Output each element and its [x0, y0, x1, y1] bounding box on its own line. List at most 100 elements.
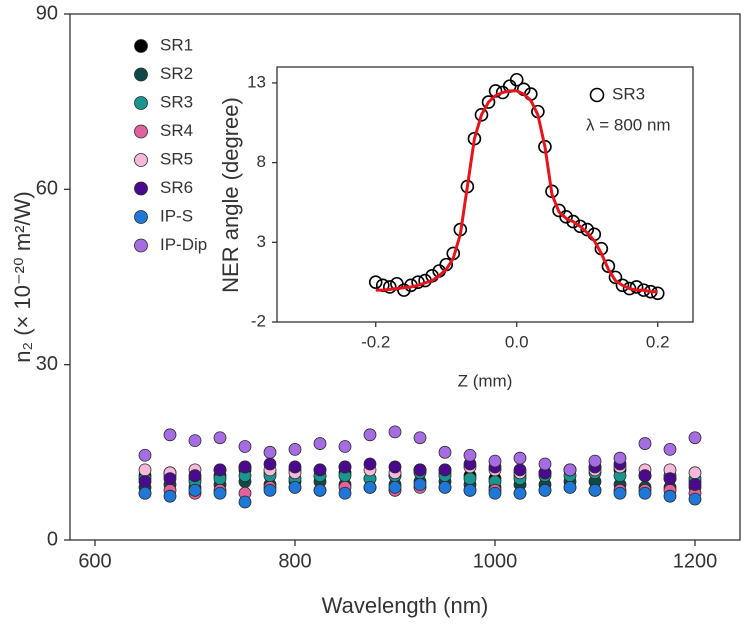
data-point	[238, 495, 252, 509]
data-point	[338, 440, 352, 453]
data-point	[663, 489, 677, 503]
data-point	[488, 454, 502, 468]
data-point	[368, 275, 383, 289]
y-tick-label: -2	[251, 311, 266, 330]
data-point	[538, 483, 552, 497]
legend-label: SR3	[612, 84, 645, 103]
data-point	[580, 222, 595, 237]
data-point	[488, 486, 502, 500]
data-point	[238, 440, 252, 453]
data-point	[363, 457, 377, 471]
annotation: λ = 800 nm	[586, 115, 671, 134]
data-point	[338, 486, 352, 500]
data-point	[573, 219, 587, 234]
x-tick-label: 800	[278, 550, 311, 572]
data-point	[188, 483, 202, 497]
data-point	[163, 472, 177, 486]
y-tick-label: 0	[47, 528, 58, 550]
data-point	[588, 483, 602, 497]
data-point	[688, 492, 702, 506]
data-point	[608, 270, 623, 285]
inset-y-label: NER angle (degree)	[218, 97, 243, 293]
data-point	[463, 483, 477, 497]
data-point	[188, 469, 202, 483]
data-point	[513, 451, 527, 465]
data-point	[138, 448, 152, 462]
data-point	[613, 451, 627, 465]
y-axis-label: n₂ (× 10⁻²⁰ m²/W)	[10, 191, 35, 362]
data-point	[513, 486, 527, 500]
data-point	[613, 486, 627, 500]
data-point	[463, 448, 477, 462]
legend-marker	[134, 153, 148, 167]
data-point	[313, 437, 327, 450]
data-point	[188, 434, 202, 448]
data-point	[538, 457, 552, 471]
data-point	[397, 283, 411, 297]
y-tick-label: 30	[36, 353, 58, 375]
data-point	[213, 486, 227, 500]
data-point	[638, 437, 652, 450]
data-point	[663, 472, 677, 486]
data-point	[263, 445, 277, 459]
x-tick-label: 0.0	[505, 332, 529, 351]
data-point	[638, 486, 652, 500]
data-point	[481, 95, 496, 109]
data-point	[438, 445, 452, 459]
data-point	[563, 480, 577, 494]
legend-label: SR2	[160, 64, 193, 83]
data-point	[588, 454, 602, 468]
data-point	[238, 460, 252, 474]
legend-marker	[134, 181, 148, 196]
data-point	[438, 463, 452, 477]
legend-label: IP-S	[160, 206, 193, 225]
x-tick-label: -0.2	[361, 332, 390, 351]
data-point	[629, 280, 644, 294]
legend-label: SR5	[160, 149, 193, 168]
data-point	[288, 480, 302, 494]
fit-line	[375, 89, 658, 294]
data-point	[363, 428, 377, 442]
legend-label: SR6	[160, 178, 193, 197]
data-point	[513, 463, 527, 477]
legend-marker	[134, 124, 148, 139]
legend-marker	[134, 210, 148, 224]
data-point	[688, 466, 702, 480]
data-point	[263, 457, 277, 471]
legend-label: SR3	[160, 92, 193, 111]
data-point	[163, 489, 177, 503]
data-point	[509, 72, 524, 87]
data-point	[338, 460, 352, 474]
x-tick-label: 1200	[673, 550, 718, 572]
data-point	[263, 483, 277, 497]
data-point	[383, 280, 397, 294]
data-point	[413, 478, 427, 491]
y-tick-label: 3	[257, 232, 266, 251]
legend-marker	[134, 39, 148, 53]
y-tick-label: 13	[247, 72, 266, 91]
data-point	[615, 278, 630, 293]
y-tick-label: 90	[36, 2, 58, 24]
x-tick-label: 1000	[473, 550, 518, 572]
data-point	[213, 463, 227, 477]
data-point	[638, 469, 652, 483]
x-tick-label: 600	[78, 550, 111, 572]
data-point	[288, 443, 302, 456]
x-tick-label: 0.2	[646, 332, 670, 351]
legend-label: IP-Dip	[160, 235, 207, 254]
data-point	[163, 428, 177, 442]
data-point	[288, 460, 302, 474]
data-point	[413, 431, 427, 445]
legend-marker	[134, 67, 148, 82]
data-point	[138, 486, 152, 500]
data-point	[688, 431, 702, 445]
data-point	[388, 460, 402, 474]
data-point	[438, 480, 452, 494]
legend-marker	[134, 96, 148, 110]
data-point	[388, 425, 402, 439]
legend-label: SR1	[160, 35, 193, 54]
data-point	[566, 214, 580, 229]
legend-marker	[589, 87, 605, 103]
data-point	[563, 463, 577, 477]
